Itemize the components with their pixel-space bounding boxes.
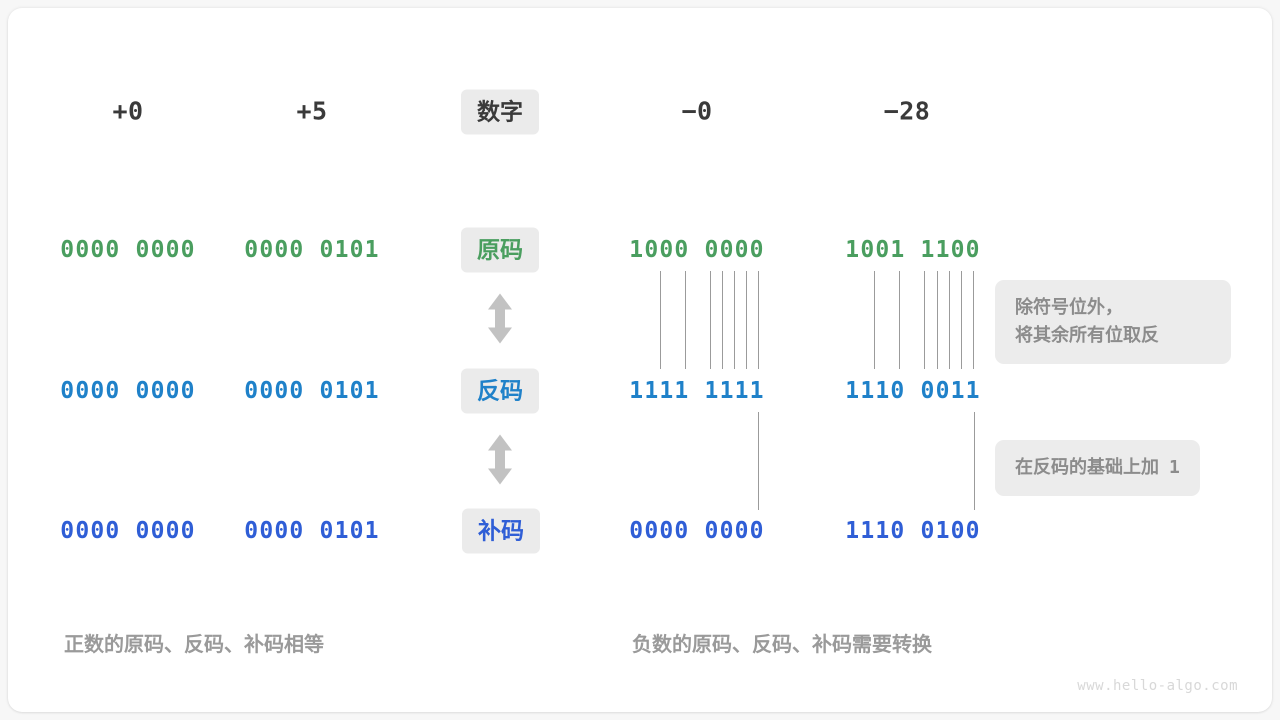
connector-line [685, 271, 686, 369]
connector-line [949, 271, 950, 369]
connector-line [973, 271, 974, 369]
connector-line [758, 271, 759, 369]
watermark: www.hello-algo.com [1077, 678, 1238, 694]
connector-line [874, 271, 875, 369]
connector-line [961, 271, 962, 369]
bits-twos-complement-neg-zero: 0000 0000 [629, 518, 765, 544]
bits-sign-magnitude-neg-zero: 1000 0000 [629, 237, 765, 263]
bits-twos-complement-pos-zero: 0000 0000 [60, 518, 196, 544]
bits-twos-complement-pos-five: 0000 0101 [244, 518, 380, 544]
connector-line-carry-neg-twentyeight [974, 412, 975, 510]
note-invert-bits: 除符号位外， 将其余所有位取反 [995, 280, 1231, 364]
row-badge-twos-complement: 补码 [462, 508, 540, 554]
double-arrow-sign-to-ones-icon [483, 292, 517, 351]
row-badge-number: 数字 [461, 89, 539, 135]
connector-line [746, 271, 747, 369]
bits-ones-complement-pos-five: 0000 0101 [244, 378, 380, 404]
connector-line [660, 271, 661, 369]
double-arrow-ones-to-twos-icon [483, 433, 517, 492]
column-header-pos-five: +5 [296, 96, 328, 126]
connector-line [734, 271, 735, 369]
connector-line [899, 271, 900, 369]
connector-line [924, 271, 925, 369]
caption-negative: 负数的原码、反码、补码需要转换 [632, 634, 932, 656]
bits-twos-complement-neg-twentyeight: 1110 0100 [845, 518, 981, 544]
diagram-card: +0 +5 数字 −0 −28 0000 0000 0000 0101 原码 1… [8, 8, 1272, 712]
row-badge-sign-magnitude: 原码 [461, 227, 539, 273]
note-add-one-text: 在反码的基础上加 [1015, 457, 1159, 477]
bits-sign-magnitude-neg-twentyeight: 1001 1100 [845, 237, 981, 263]
bits-ones-complement-neg-zero: 1111 1111 [629, 378, 765, 404]
note-add-one-value: 1 [1169, 457, 1180, 478]
connector-line [722, 271, 723, 369]
caption-positive: 正数的原码、反码、补码相等 [64, 634, 324, 656]
connector-line-carry-neg-zero [758, 412, 759, 510]
bits-sign-magnitude-pos-five: 0000 0101 [244, 237, 380, 263]
column-header-pos-zero: +0 [112, 96, 144, 126]
bits-ones-complement-pos-zero: 0000 0000 [60, 378, 196, 404]
connector-line [937, 271, 938, 369]
column-header-neg-twentyeight: −28 [883, 96, 931, 126]
note-add-one: 在反码的基础上加 1 [995, 440, 1200, 496]
bits-ones-complement-neg-twentyeight: 1110 0011 [845, 378, 981, 404]
bits-sign-magnitude-pos-zero: 0000 0000 [60, 237, 196, 263]
connector-line [710, 271, 711, 369]
column-header-neg-zero: −0 [681, 96, 713, 126]
row-badge-ones-complement: 反码 [461, 368, 539, 414]
